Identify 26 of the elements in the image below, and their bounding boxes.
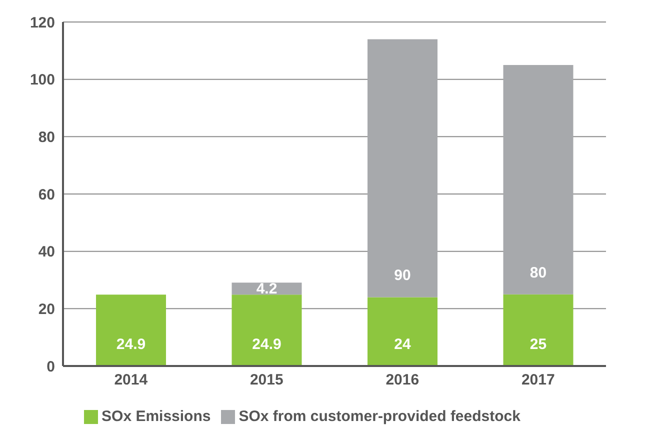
x-tick-label: 2017 [521,372,555,389]
data-label: 24 [394,336,412,353]
bar [232,294,302,366]
data-label: 80 [530,264,547,282]
x-tick-label: 2014 [114,372,148,389]
bar [368,39,438,298]
data-label: 25 [530,336,547,353]
y-tick-label: 80 [38,128,55,146]
legend-label: SOx from customer-provided feedstock [238,408,520,425]
y-tick-label: 20 [38,300,55,318]
data-label: 24.9 [252,336,282,353]
x-tick-label: 2015 [250,372,284,389]
bar [96,294,166,366]
data-label: 24.9 [116,336,146,353]
y-tick-label: 60 [38,186,55,204]
y-tick-label: 0 [46,358,55,376]
bar [368,297,438,366]
bar [503,294,574,366]
legend-label: SOx Emissions [102,408,211,425]
x-tick-label: 2016 [386,372,420,389]
data-label: 4.2 [256,280,278,298]
bar [503,65,574,294]
y-tick-label: 40 [38,244,55,261]
y-tick-label: 120 [30,14,55,32]
data-label: 90 [394,267,411,284]
y-tick-label: 100 [30,72,55,89]
